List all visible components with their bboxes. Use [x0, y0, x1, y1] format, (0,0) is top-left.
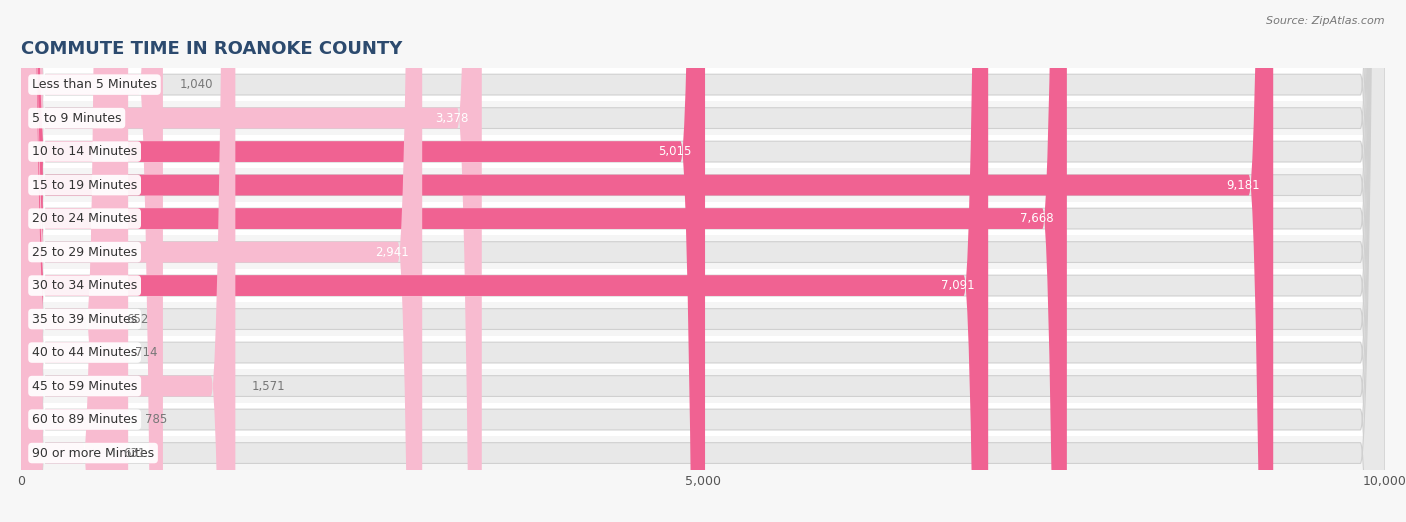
- FancyBboxPatch shape: [21, 0, 422, 522]
- FancyBboxPatch shape: [21, 0, 704, 522]
- FancyBboxPatch shape: [21, 0, 1385, 522]
- Bar: [21, 169, 1385, 202]
- Text: 7,668: 7,668: [1019, 212, 1053, 225]
- Text: COMMUTE TIME IN ROANOKE COUNTY: COMMUTE TIME IN ROANOKE COUNTY: [21, 40, 402, 58]
- Bar: [21, 302, 1385, 336]
- FancyBboxPatch shape: [21, 0, 110, 522]
- Text: 20 to 24 Minutes: 20 to 24 Minutes: [32, 212, 138, 225]
- Text: 60 to 89 Minutes: 60 to 89 Minutes: [32, 413, 138, 426]
- Text: 7,091: 7,091: [941, 279, 974, 292]
- Text: 25 to 29 Minutes: 25 to 29 Minutes: [32, 245, 138, 258]
- Text: 5 to 9 Minutes: 5 to 9 Minutes: [32, 112, 121, 125]
- Bar: [21, 68, 1385, 101]
- Text: 9,181: 9,181: [1226, 179, 1260, 192]
- Text: 785: 785: [145, 413, 167, 426]
- FancyBboxPatch shape: [21, 0, 235, 522]
- FancyBboxPatch shape: [21, 0, 1385, 522]
- Bar: [21, 202, 1385, 235]
- Bar: [21, 370, 1385, 403]
- Bar: [21, 336, 1385, 370]
- Text: 5,015: 5,015: [658, 145, 692, 158]
- FancyBboxPatch shape: [21, 0, 988, 522]
- Text: 2,941: 2,941: [375, 245, 409, 258]
- Bar: [21, 436, 1385, 470]
- FancyBboxPatch shape: [21, 0, 1385, 522]
- FancyBboxPatch shape: [21, 0, 1385, 522]
- Text: 40 to 44 Minutes: 40 to 44 Minutes: [32, 346, 138, 359]
- Text: 1,040: 1,040: [180, 78, 212, 91]
- Text: 90 or more Minutes: 90 or more Minutes: [32, 446, 155, 459]
- Text: 3,378: 3,378: [434, 112, 468, 125]
- Bar: [21, 403, 1385, 436]
- Text: 15 to 19 Minutes: 15 to 19 Minutes: [32, 179, 138, 192]
- FancyBboxPatch shape: [21, 0, 1385, 522]
- FancyBboxPatch shape: [21, 0, 107, 522]
- FancyBboxPatch shape: [21, 0, 1385, 522]
- FancyBboxPatch shape: [21, 0, 128, 522]
- FancyBboxPatch shape: [21, 0, 1385, 522]
- Text: 652: 652: [127, 313, 149, 326]
- FancyBboxPatch shape: [21, 0, 482, 522]
- FancyBboxPatch shape: [21, 0, 1274, 522]
- Text: 35 to 39 Minutes: 35 to 39 Minutes: [32, 313, 138, 326]
- FancyBboxPatch shape: [21, 0, 1385, 522]
- Bar: [21, 235, 1385, 269]
- Bar: [21, 101, 1385, 135]
- FancyBboxPatch shape: [21, 0, 118, 522]
- Text: 30 to 34 Minutes: 30 to 34 Minutes: [32, 279, 138, 292]
- Text: 631: 631: [124, 446, 146, 459]
- Text: 45 to 59 Minutes: 45 to 59 Minutes: [32, 379, 138, 393]
- FancyBboxPatch shape: [21, 0, 1385, 522]
- FancyBboxPatch shape: [21, 0, 1385, 522]
- Text: Less than 5 Minutes: Less than 5 Minutes: [32, 78, 157, 91]
- FancyBboxPatch shape: [21, 0, 1067, 522]
- Text: 714: 714: [135, 346, 157, 359]
- Bar: [21, 269, 1385, 302]
- FancyBboxPatch shape: [21, 0, 1385, 522]
- Text: Source: ZipAtlas.com: Source: ZipAtlas.com: [1267, 16, 1385, 26]
- FancyBboxPatch shape: [21, 0, 163, 522]
- FancyBboxPatch shape: [21, 0, 1385, 522]
- Text: 10 to 14 Minutes: 10 to 14 Minutes: [32, 145, 138, 158]
- Bar: [21, 135, 1385, 169]
- Text: 1,571: 1,571: [252, 379, 285, 393]
